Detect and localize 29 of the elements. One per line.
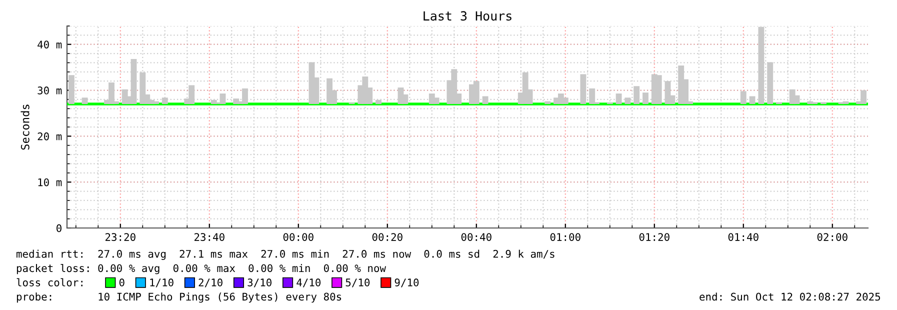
- x-tick-label: 23:20: [105, 233, 136, 241]
- x-tick-label: 02:00: [817, 233, 848, 241]
- y-tick-label: 40 m: [38, 40, 62, 48]
- legend-label: 2/10: [198, 278, 222, 288]
- text: end: Sun Oct 12 02:08:27 2025: [700, 292, 880, 301]
- legend-label: 1/10: [150, 278, 174, 288]
- x-tick-label: 23:40: [194, 233, 224, 241]
- y-tick-label: 20 m: [38, 132, 62, 140]
- legend-title: loss color:: [16, 278, 82, 286]
- x-tick-label: 00:00: [283, 233, 314, 241]
- text: probe: 10 ICMP Echo Pings (56 Bytes) every 80s: [16, 292, 342, 303]
- x-tick-label: 00:20: [372, 233, 402, 241]
- text: packet loss: 0.00 % avg 0.00 % max 0.00 % min 0.00 % now: [16, 264, 386, 274]
- legend-label: 4/10: [296, 278, 321, 288]
- y-tick-label: 10 m: [38, 178, 62, 186]
- chart-title: Last 3 Hours: [424, 11, 512, 21]
- text: median rtt: 27.0 ms avg 27.1 ms max 27.0 ms min 27.0 ms now 0.0 ms sd 2.9 k am/s: [16, 250, 554, 260]
- x-tick-label: 01:00: [550, 233, 580, 241]
- legend-label: 5/10: [346, 278, 370, 288]
- legend-label: 9/10: [394, 278, 419, 288]
- legend-label: 0: [119, 278, 124, 286]
- x-tick-label: 00:40: [461, 233, 492, 241]
- y-axis-title: Seconds: [20, 104, 30, 150]
- bar: [562, 98, 568, 104]
- x-tick-label: 01:20: [639, 233, 670, 241]
- legend-label: 3/10: [248, 278, 272, 288]
- x-tick-label: 01:40: [728, 233, 758, 241]
- y-tick-label: 30 m: [38, 86, 62, 94]
- y-tick-label: 0: [56, 224, 62, 232]
